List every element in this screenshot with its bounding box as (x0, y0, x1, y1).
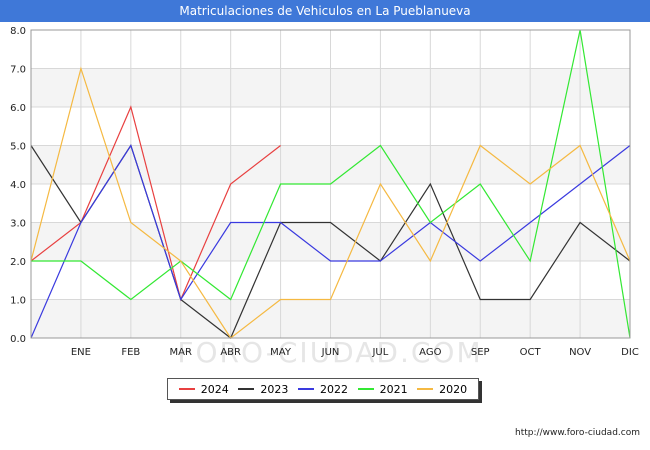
series-line-2021 (31, 29, 631, 339)
series-line-2022 (30, 144, 631, 339)
legend: 2024 2023 2022 2021 2020 (167, 378, 479, 400)
legend-label: 2024 (200, 382, 229, 396)
plot-frame (30, 29, 631, 339)
y-tick-label: 1.0 (10, 296, 26, 307)
legend-label: 2023 (260, 382, 289, 396)
legend-item-2020: 2020 (417, 383, 467, 396)
y-tick-label: 7.0 (10, 65, 26, 76)
x-tick-label: JUN (321, 347, 340, 358)
x-tick-label: ABR (220, 347, 241, 358)
footer-url: http://www.foro-ciudad.com (515, 428, 640, 438)
x-tick-label: FEB (121, 347, 140, 358)
x-tick-label: ENE (71, 347, 91, 358)
series-line-2024 (30, 105, 281, 302)
y-tick-label: 2.0 (10, 257, 26, 268)
legend-item-2022: 2022 (297, 382, 348, 396)
legend-swatch (178, 388, 195, 390)
watermark-text: FORO-CIUDAD.COM (177, 336, 482, 369)
legend-label: 2020 (439, 382, 468, 396)
legend-label: 2022 (319, 382, 348, 396)
y-tick-label: 0.0 (10, 334, 26, 345)
x-tick-label: MAR (170, 347, 192, 358)
x-tick-label: DIC (621, 347, 639, 358)
chart-title: Matriculaciones de Vehiculos en La Puebl… (0, 0, 650, 22)
x-tick-label: JUL (371, 347, 388, 358)
legend-label: 2021 (379, 382, 408, 396)
legend-swatch (357, 388, 374, 390)
x-tick-label: NOV (569, 347, 591, 358)
x-tick-label: AGO (419, 347, 441, 358)
legend-swatch (297, 388, 314, 390)
legend-item-2024: 2024 (178, 382, 229, 396)
y-tick-label: 8.0 (10, 26, 26, 37)
legend-swatch (417, 388, 434, 390)
legend-item-2021: 2021 (357, 382, 408, 396)
y-tick-label: 6.0 (10, 103, 26, 114)
legend-item-2023: 2023 (238, 383, 288, 396)
y-tick-label: 3.0 (10, 219, 26, 230)
x-tick-label: OCT (520, 347, 542, 358)
series-line-2020 (30, 66, 631, 339)
x-tick-label: SEP (471, 347, 490, 358)
legend-swatch (238, 388, 255, 390)
y-tick-label: 4.0 (10, 180, 26, 191)
y-tick-label: 5.0 (10, 142, 26, 153)
x-tick-label: MAY (270, 347, 292, 358)
